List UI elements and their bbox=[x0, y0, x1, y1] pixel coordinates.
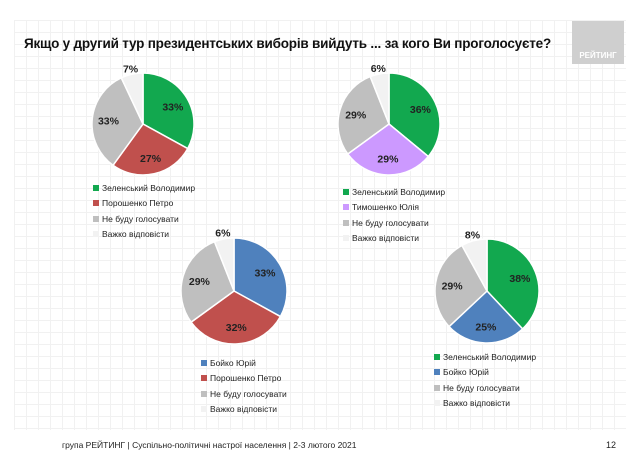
legend-label: Бойко Юрій bbox=[210, 357, 256, 368]
legend-item: Зеленський Володимир bbox=[343, 184, 445, 200]
pie-slice bbox=[460, 238, 488, 292]
legend-item: Бойко Юрій bbox=[434, 365, 536, 381]
legend-item: Важко відповісти bbox=[434, 396, 536, 412]
pie-slice bbox=[486, 238, 540, 330]
page-title: Якщо у другий тур президентських виборів… bbox=[24, 36, 551, 51]
legend-item: Важко відповісти bbox=[201, 402, 287, 418]
data-label: 36% bbox=[410, 104, 432, 116]
data-label: 6% bbox=[215, 228, 231, 240]
pie-slice bbox=[369, 72, 390, 125]
legend-item: Важко відповісти bbox=[93, 227, 195, 243]
legend-swatch bbox=[93, 200, 99, 207]
legend-item: Не буду голосувати bbox=[201, 386, 287, 402]
legend-swatch bbox=[434, 384, 440, 391]
legend-label: Важко відповісти bbox=[102, 229, 169, 240]
data-label: 33% bbox=[162, 101, 184, 113]
legend-item: Не буду голосувати bbox=[343, 215, 445, 231]
legend-item: Порошенко Петро bbox=[201, 371, 287, 387]
data-label: 29% bbox=[377, 154, 399, 166]
legend-swatch bbox=[434, 353, 440, 360]
legend-swatch bbox=[434, 400, 440, 407]
pie-slice bbox=[180, 240, 235, 324]
legend-label: Тимошенко Юлія bbox=[352, 202, 419, 213]
data-label: 7% bbox=[123, 63, 139, 75]
data-label: 32% bbox=[226, 322, 248, 334]
legend: Бойко Юрій Порошенко Петро Не буду голосув… bbox=[201, 355, 287, 417]
legend: Зеленський Володимир Бойко Юрій Не буду го… bbox=[434, 349, 536, 411]
data-label: 33% bbox=[255, 268, 277, 280]
legend-item: Тимошенко Юлія bbox=[343, 200, 445, 216]
legend-label: Не буду голосувати bbox=[210, 388, 287, 399]
legend-label: Зеленський Володимир bbox=[352, 186, 446, 197]
pie-slice bbox=[448, 289, 524, 344]
logo-text: РЕЙТИНГ bbox=[579, 51, 617, 60]
legend-swatch bbox=[93, 231, 99, 238]
legend: Зеленський Володимир Тимошенко Юлія Не буд… bbox=[343, 184, 445, 246]
footer-text: група РЕЙТИНГ | Суспільно-політичні наст… bbox=[62, 440, 357, 450]
legend-label: Важко відповісти bbox=[210, 404, 277, 415]
legend: Зеленський Володимир Порошенко Петро Не бу… bbox=[93, 180, 195, 242]
legend-label: Не буду голосувати bbox=[443, 382, 520, 393]
pie-slice bbox=[434, 244, 488, 328]
legend-swatch bbox=[343, 188, 349, 195]
pie-slice bbox=[142, 72, 195, 150]
legend-item: Зеленський Володимир bbox=[434, 349, 536, 365]
legend-swatch bbox=[201, 359, 207, 366]
pie-slice bbox=[346, 123, 430, 176]
pie-slice bbox=[337, 75, 390, 156]
legend-swatch bbox=[93, 215, 99, 222]
legend-label: Порошенко Петро bbox=[210, 373, 282, 384]
legend-swatch bbox=[343, 219, 349, 226]
rating-logo: РЕЙТИНГ bbox=[572, 21, 624, 64]
legend-swatch bbox=[201, 406, 207, 413]
legend-swatch bbox=[93, 184, 99, 191]
legend-item: Важко відповісти bbox=[343, 231, 445, 247]
pie-slice bbox=[111, 123, 189, 176]
legend-label: Зеленський Володимир bbox=[102, 182, 196, 193]
legend-item: Не буду голосувати bbox=[434, 380, 536, 396]
data-label: 8% bbox=[465, 230, 481, 242]
pie-slice bbox=[213, 237, 235, 292]
data-label: 25% bbox=[475, 321, 497, 333]
pie-slice bbox=[233, 237, 288, 318]
data-label: 6% bbox=[371, 63, 387, 75]
legend-label: Важко відповісти bbox=[443, 398, 510, 409]
pie-slice bbox=[388, 72, 441, 158]
data-label: 29% bbox=[189, 276, 211, 288]
legend-label: Порошенко Петро bbox=[102, 198, 174, 209]
legend-item: Порошенко Петро bbox=[93, 196, 195, 212]
data-label: 38% bbox=[509, 273, 531, 285]
pie-slice bbox=[91, 76, 144, 167]
data-label: 29% bbox=[345, 109, 367, 121]
legend-item: Зеленський Володимир bbox=[93, 180, 195, 196]
legend-label: Бойко Юрій bbox=[443, 367, 489, 378]
legend-swatch bbox=[201, 390, 207, 397]
legend-item: Бойко Юрій bbox=[201, 355, 287, 371]
pie-slice bbox=[120, 72, 144, 125]
legend-label: Важко відповісти bbox=[352, 233, 419, 244]
data-label: 27% bbox=[140, 153, 162, 165]
legend-swatch bbox=[434, 369, 440, 376]
legend-item: Не буду голосувати bbox=[93, 211, 195, 227]
data-label: 29% bbox=[442, 280, 464, 292]
legend-label: Не буду голосувати bbox=[102, 213, 179, 224]
page-number: 12 bbox=[606, 440, 617, 450]
legend-swatch bbox=[343, 235, 349, 242]
pie-slice bbox=[190, 290, 282, 345]
data-label: 33% bbox=[98, 116, 120, 128]
legend-swatch bbox=[201, 375, 207, 382]
legend-label: Не буду голосувати bbox=[352, 217, 429, 228]
legend-swatch bbox=[343, 204, 349, 211]
legend-label: Зеленський Володимир bbox=[443, 351, 537, 362]
